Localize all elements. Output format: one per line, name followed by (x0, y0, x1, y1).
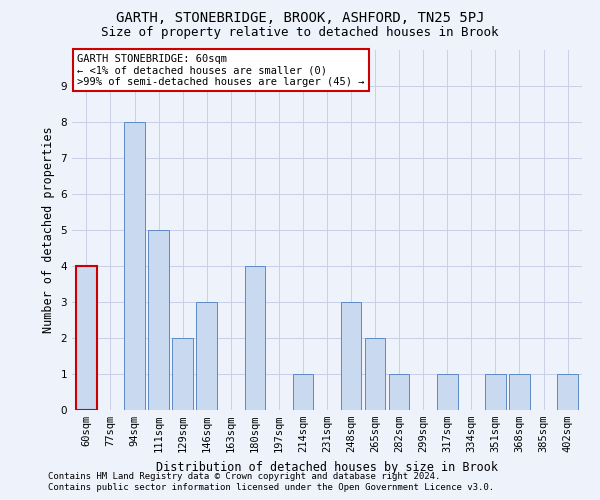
Bar (148, 230, 169, 410)
Text: GARTH STONEBRIDGE: 60sqm
← <1% of detached houses are smaller (0)
>99% of semi-d: GARTH STONEBRIDGE: 60sqm ← <1% of detach… (77, 54, 365, 87)
Bar (389, 374, 409, 410)
Bar (172, 338, 193, 410)
Bar (437, 374, 458, 410)
Bar (245, 266, 265, 410)
Bar (557, 374, 578, 410)
Text: Contains HM Land Registry data © Crown copyright and database right 2024.: Contains HM Land Registry data © Crown c… (48, 472, 440, 481)
X-axis label: Distribution of detached houses by size in Brook: Distribution of detached houses by size … (156, 460, 498, 473)
Bar (293, 374, 313, 410)
Bar (76, 266, 97, 410)
Bar (509, 374, 530, 410)
Bar (485, 374, 506, 410)
Text: Contains public sector information licensed under the Open Government Licence v3: Contains public sector information licen… (48, 484, 494, 492)
Text: Size of property relative to detached houses in Brook: Size of property relative to detached ho… (101, 26, 499, 39)
Bar (124, 122, 145, 410)
Y-axis label: Number of detached properties: Number of detached properties (42, 126, 55, 334)
Bar (196, 302, 217, 410)
Text: GARTH, STONEBRIDGE, BROOK, ASHFORD, TN25 5PJ: GARTH, STONEBRIDGE, BROOK, ASHFORD, TN25… (116, 11, 484, 25)
Bar (341, 302, 361, 410)
Bar (365, 338, 385, 410)
